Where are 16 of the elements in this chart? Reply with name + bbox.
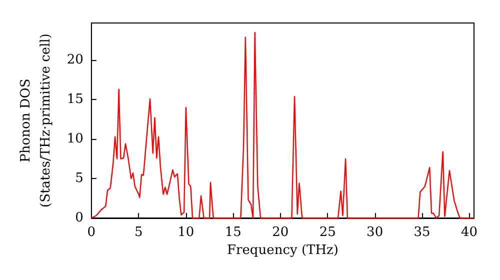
x-tick-label: 35 bbox=[414, 225, 430, 240]
y-tick-label: 10 bbox=[66, 132, 84, 147]
y-tick-label: 15 bbox=[66, 92, 84, 108]
x-tick-label: 0 bbox=[87, 225, 96, 240]
x-tick-label: 15 bbox=[224, 225, 242, 240]
x-tick-label: 5 bbox=[134, 225, 143, 240]
x-axis-title: Frequency (THz) bbox=[226, 243, 338, 258]
x-tick-label: 40 bbox=[461, 225, 478, 240]
x-tick-label: 25 bbox=[319, 225, 336, 240]
x-tick-label: 10 bbox=[178, 225, 194, 240]
y-tick-label: 20 bbox=[66, 52, 84, 68]
x-tick-label: 20 bbox=[272, 225, 289, 240]
y-tick-label: 0 bbox=[75, 210, 84, 226]
y-tick-label: 5 bbox=[75, 171, 84, 186]
x-tick-label: 30 bbox=[366, 225, 384, 240]
y-axis-title: Phonon DOS (States/THz·primitive cell) bbox=[18, 33, 54, 208]
